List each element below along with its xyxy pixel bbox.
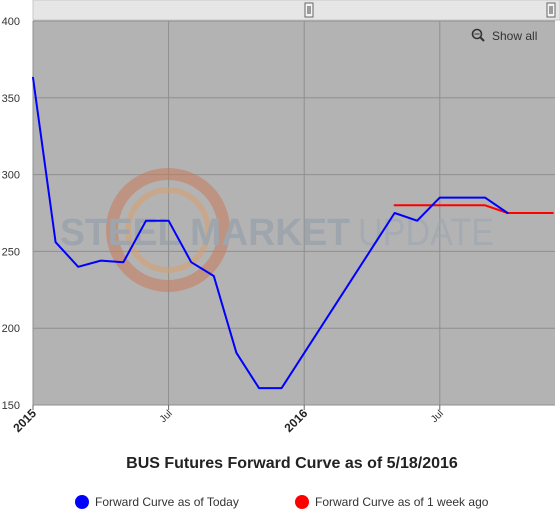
watermark-logo-inner-ring [125,187,211,273]
legend: Forward Curve as of Today Forward Curve a… [75,495,489,509]
x-tick-label: 2016 [282,406,311,435]
navigator-handle-right[interactable] [546,2,556,18]
x-tick-label: Jul [429,408,446,425]
y-tick-label: 300 [2,170,20,182]
y-axis-labels: 150 200 250 300 350 400 [2,16,20,412]
navigator-handle-left[interactable] [304,2,314,18]
legend-item[interactable]: Forward Curve as of 1 week ago [295,495,489,509]
legend-label: Forward Curve as of Today [95,495,239,509]
show-all-button[interactable]: Show all [462,24,550,46]
series-line[interactable] [393,204,554,214]
y-tick-label: 250 [2,246,20,258]
watermark-logo-ring [106,168,230,292]
legend-item[interactable]: Forward Curve as of Today [75,495,239,509]
x-tick-label: Jul [158,408,175,425]
chart-title: BUS Futures Forward Curve as of 5/18/201… [126,455,458,472]
series-layer [32,76,554,390]
y-tick-label: 150 [2,400,20,412]
y-tick-label: 400 [2,16,20,28]
y-tick-label: 200 [2,323,20,335]
show-all-label[interactable]: Show all [492,29,537,43]
watermark-text-secondary: UPDATE [358,212,494,254]
navigator[interactable] [32,0,560,21]
navigator-track[interactable] [32,0,560,21]
y-grid [33,20,555,406]
x-axis-labels: 2015 Jul 2016 Jul [10,406,446,435]
legend-marker [75,495,89,509]
magnifier-icon [471,28,485,42]
y-tick-label: 350 [2,93,20,105]
legend-marker [295,495,309,509]
watermark-text-primary: STEEL MARKET [60,212,350,254]
legend-label: Forward Curve as of 1 week ago [315,495,489,509]
watermark: STEEL MARKET UPDATE [60,168,494,292]
series-line[interactable] [32,76,509,390]
